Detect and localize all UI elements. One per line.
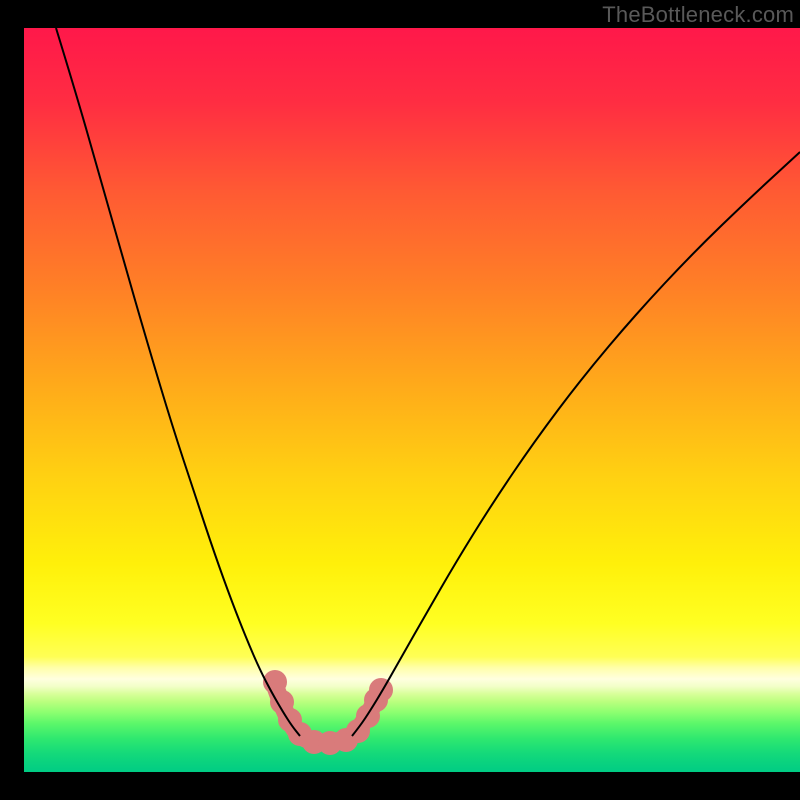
bottleneck-chart	[0, 0, 800, 800]
gradient-background	[24, 28, 800, 772]
bottom-dot	[369, 678, 393, 702]
watermark-text: TheBottleneck.com	[602, 0, 800, 28]
frame-bottom	[0, 772, 800, 800]
frame-left	[0, 0, 24, 800]
